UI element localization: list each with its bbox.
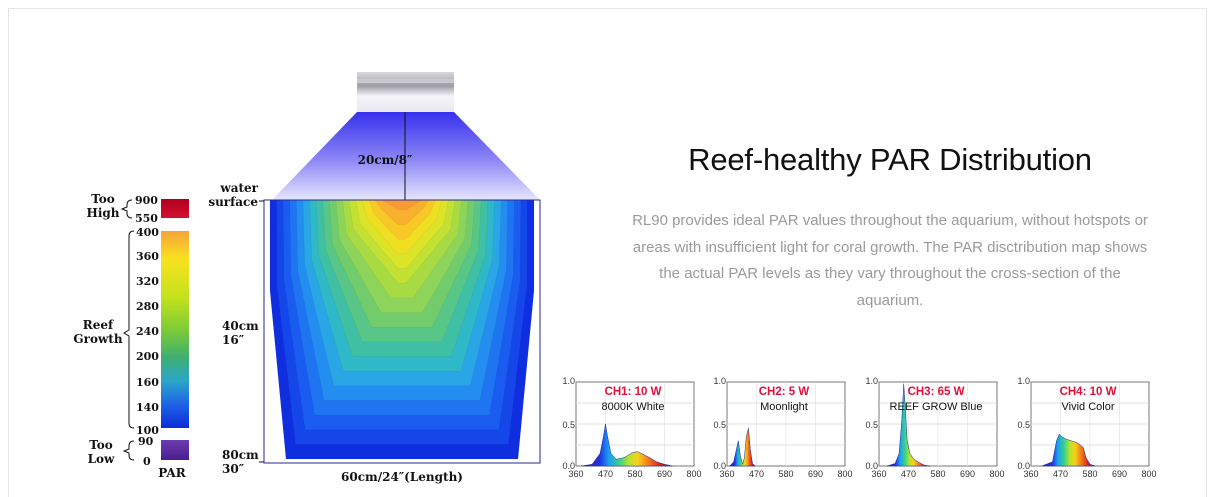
description-text: RL90 provides ideal PAR values throughou…: [632, 212, 1148, 309]
tick-0: 0: [143, 455, 151, 468]
channel-power-label: CH4: 10 W: [1060, 386, 1117, 398]
tick-140: 140: [136, 401, 159, 414]
length-label: 60cm/24″(Length): [341, 470, 463, 484]
spectrum-curve: [581, 423, 673, 467]
svg-text:surface: surface: [208, 195, 258, 209]
depth-mid-label: 40cm 16″: [222, 319, 259, 347]
svg-text:water: water: [219, 181, 258, 195]
y-tick-label: 0.0: [1017, 461, 1030, 471]
reef-growth-ticks: 400 360 320 280 240 200 160 140 100: [136, 226, 159, 437]
svg-text:Too: Too: [89, 438, 113, 452]
tick-320: 320: [136, 275, 159, 288]
tick-550: 550: [135, 212, 158, 225]
par-map: [269, 199, 535, 460]
channel-name-label: Vivid Color: [1062, 401, 1115, 413]
x-tick-label: 580: [1082, 469, 1097, 479]
y-tick-label: 0.0: [865, 461, 878, 471]
x-tick-label: 470: [749, 469, 764, 479]
y-tick-label: 1.0: [562, 376, 575, 386]
tick-280: 280: [136, 300, 159, 313]
par-label: PAR: [158, 466, 186, 480]
x-tick-label: 800: [1141, 469, 1156, 479]
x-tick-label: 580: [627, 469, 642, 479]
y-tick-label: 1.0: [1017, 376, 1030, 386]
reef-growth-swatch: [161, 231, 189, 428]
x-tick-label: 360: [568, 469, 583, 479]
svg-text:Growth: Growth: [73, 332, 122, 346]
reef-growth-label: Reef Growth: [73, 318, 122, 346]
y-tick-label: 0.5: [562, 420, 575, 430]
channel-name-label: Moonlight: [760, 401, 808, 413]
y-tick-label: 0.5: [865, 420, 878, 430]
too-high-label: Too High: [86, 192, 119, 220]
reef-growth-bracket: [123, 230, 135, 429]
y-tick-label: 0.5: [1017, 420, 1030, 430]
x-tick-label: 800: [837, 469, 852, 479]
x-tick-label: 360: [871, 469, 886, 479]
spectrum-curve: [729, 428, 756, 467]
too-low-label: Too Low: [88, 438, 115, 466]
tank-outline: [263, 199, 541, 464]
water-surface-label: water surface: [208, 181, 258, 209]
too-low-bracket: [122, 440, 135, 461]
y-tick-label: 0.0: [562, 461, 575, 471]
fixture-stripe: [357, 79, 454, 83]
content-frame: [8, 8, 1207, 497]
svg-text:High: High: [86, 206, 119, 220]
channel-power-label: CH3: 65 W: [908, 386, 965, 398]
tick-360: 360: [136, 250, 159, 263]
tick-200: 200: [136, 350, 159, 363]
channel-power-label: CH1: 10 W: [605, 386, 662, 398]
x-tick-label: 470: [901, 469, 916, 479]
x-tick-label: 690: [657, 469, 672, 479]
channel-name-label: 8000K White: [602, 401, 665, 413]
y-tick-label: 0.5: [713, 420, 726, 430]
light-fixture: [357, 72, 454, 112]
x-tick-label: 800: [686, 469, 701, 479]
tick-100: 100: [136, 424, 159, 437]
spectrum-curve: [1041, 433, 1096, 467]
svg-text:Low: Low: [88, 452, 115, 466]
x-tick-label: 580: [930, 469, 945, 479]
svg-text:40cm: 40cm: [222, 319, 259, 333]
y-tick-label: 1.0: [713, 376, 726, 386]
page-title: Reef-healthy PAR Distribution: [688, 142, 1092, 177]
distance-label: 20cm/8″: [358, 153, 413, 167]
channel-name-label: REEF GROW Blue: [890, 401, 983, 413]
tick-400: 400: [136, 226, 159, 239]
x-tick-label: 360: [1023, 469, 1038, 479]
too-high-bracket: [120, 199, 133, 219]
depth-bottom-label: 80cm 30″: [222, 448, 259, 476]
tick-240: 240: [136, 325, 159, 338]
svg-text:16″: 16″: [222, 333, 245, 347]
tick-90: 90: [138, 435, 154, 448]
x-tick-label: 470: [1053, 469, 1068, 479]
too-high-swatch: [161, 199, 189, 218]
y-tick-label: 0.0: [713, 461, 726, 471]
spectrum-curve: [886, 383, 931, 467]
x-tick-label: 470: [598, 469, 613, 479]
svg-text:30″: 30″: [222, 462, 245, 476]
x-tick-label: 800: [989, 469, 1004, 479]
svg-text:Too: Too: [91, 192, 115, 206]
too-low-swatch: [161, 440, 189, 460]
svg-text:80cm: 80cm: [222, 448, 259, 462]
light-beam: [272, 112, 540, 200]
x-tick-label: 580: [778, 469, 793, 479]
y-tick-label: 1.0: [865, 376, 878, 386]
x-tick-label: 690: [808, 469, 823, 479]
channel-power-label: CH2: 5 W: [759, 386, 810, 398]
svg-text:Reef: Reef: [83, 318, 114, 332]
x-tick-label: 690: [1112, 469, 1127, 479]
tick-900: 900: [135, 194, 158, 207]
tick-160: 160: [136, 376, 159, 389]
x-tick-label: 360: [719, 469, 734, 479]
x-tick-label: 690: [960, 469, 975, 479]
